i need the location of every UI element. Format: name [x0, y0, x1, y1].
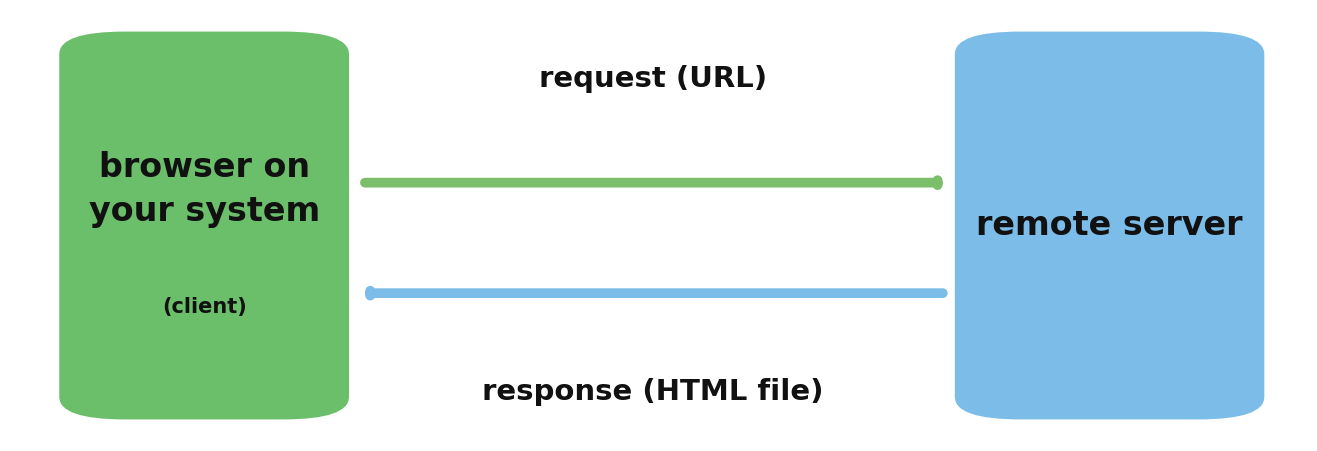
Text: response (HTML file): response (HTML file) [482, 378, 824, 406]
FancyBboxPatch shape [59, 32, 349, 419]
Text: request (URL): request (URL) [539, 65, 768, 93]
Text: remote server: remote server [976, 209, 1243, 242]
Text: (client): (client) [162, 297, 246, 317]
FancyBboxPatch shape [955, 32, 1264, 419]
Text: browser on
your system: browser on your system [88, 151, 320, 228]
